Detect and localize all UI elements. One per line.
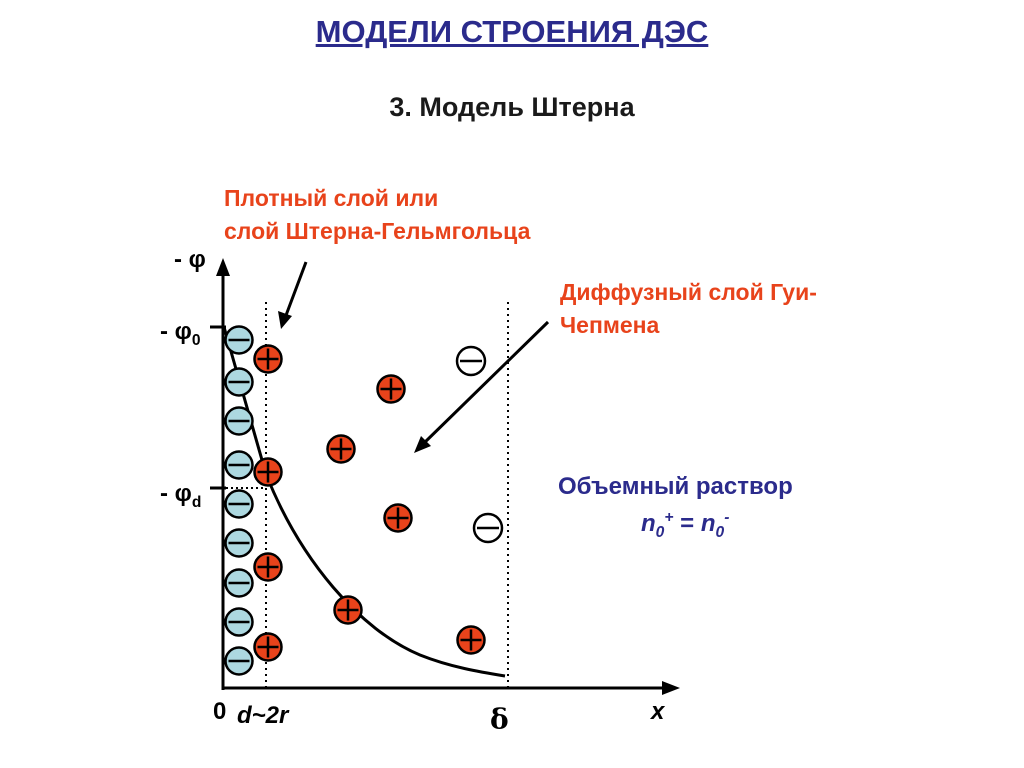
dense-layer-pointer-arrowhead	[278, 311, 292, 329]
dense-layer-cation	[253, 457, 283, 487]
x-axis-label: x	[651, 698, 665, 725]
adsorbed-anion	[224, 568, 254, 598]
adsorbed-anion	[224, 367, 254, 397]
dense-layer-cation	[253, 344, 283, 374]
adsorbed-anion	[224, 646, 254, 676]
diffuse-layer-anion	[472, 512, 504, 544]
diffuse-layer-pointer-arrow	[420, 320, 550, 447]
diffuse-layer-cation	[326, 434, 356, 464]
x-axis-arrowhead	[662, 681, 680, 695]
y-axis-label: - φ	[174, 246, 206, 273]
bulk-solution-label: Объемный раствор	[558, 473, 793, 500]
diffuse-layer-pointer-arrowhead	[414, 436, 431, 453]
adsorbed-anion	[224, 406, 254, 436]
ions-layer	[224, 325, 504, 676]
adsorbed-anion	[224, 528, 254, 558]
dense-layer-label-line1: Плотный слой или	[224, 185, 439, 211]
page-title: МОДЕЛИ СТРОЕНИЯ ДЭС	[315, 14, 709, 49]
dense-layer-cation	[253, 552, 283, 582]
bulk-solution-equation: n0+ = n0-	[641, 509, 730, 541]
adsorbed-anion	[224, 489, 254, 519]
origin-label: 0	[213, 698, 227, 725]
diffuse-layer-cation	[376, 374, 406, 404]
diffuse-layer-label-line2: Чепмена	[560, 312, 660, 338]
potential-curve	[222, 326, 506, 678]
d-label: d~2r	[237, 702, 289, 729]
dense-layer-label-line2: слой Штерна-Гельмгольца	[224, 218, 531, 244]
adsorbed-anion	[224, 607, 254, 637]
diffuse-layer-cation	[333, 595, 363, 625]
dense-layer-pointer-arrow	[283, 261, 308, 319]
page-subtitle: 3. Модель Штерна	[389, 92, 635, 122]
diffuse-layer-cation	[456, 625, 486, 655]
phi0-label: - φ0	[160, 318, 201, 349]
diffuse-layer-label-line1: Диффузный слой Гуи-	[560, 279, 817, 305]
dense-layer-cation	[253, 632, 283, 662]
diffuse-layer-anion	[455, 345, 487, 377]
y-axis-arrowhead	[216, 258, 230, 276]
adsorbed-anion	[224, 450, 254, 480]
diffuse-layer-cation	[383, 503, 413, 533]
delta-label: δ	[490, 703, 509, 736]
adsorbed-anion	[224, 325, 254, 355]
phid-label: - φd	[160, 480, 202, 511]
